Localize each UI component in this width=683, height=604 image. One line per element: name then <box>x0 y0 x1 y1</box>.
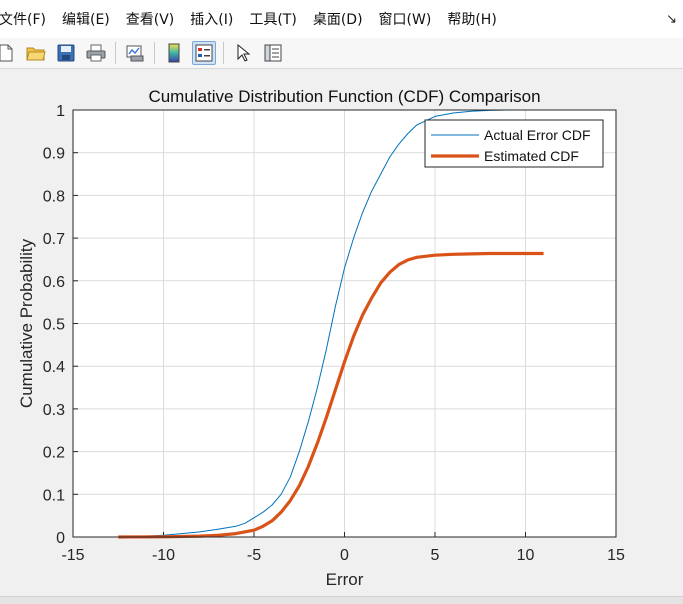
x-tick-label: 5 <box>431 547 440 564</box>
print-icon[interactable] <box>84 41 108 65</box>
cdf-chart: -15 -10 -5 0 5 10 15 0 0.1 0.2 0.3 0.4 0.5 0.6 0.7 0.8 0… <box>17 87 625 589</box>
menu-tools[interactable]: 工具(T) <box>249 12 297 28</box>
chart-title: Cumulative Distribution Function (CDF) C… <box>148 87 540 106</box>
series-line-estimated-cdf <box>118 251 544 539</box>
open-folder-icon[interactable] <box>24 41 48 65</box>
x-tick-label: 10 <box>517 547 535 564</box>
y-axis-label: Cumulative Probability <box>17 238 36 408</box>
y-tick-label: 0.8 <box>43 188 65 205</box>
new-file-icon[interactable] <box>0 41 18 65</box>
x-tick-label: -15 <box>61 547 84 564</box>
x-tick-label: -5 <box>247 547 261 564</box>
menu-window[interactable]: 窗口(W) <box>378 12 432 28</box>
legend-entry-label: Actual Error CDF <box>484 127 591 143</box>
property-inspector-icon[interactable] <box>261 41 285 65</box>
x-tick-label: 0 <box>340 547 349 564</box>
y-tick-label: 0 <box>56 530 65 547</box>
y-tick-label: 0.2 <box>43 445 65 462</box>
series-line-actual-error-cdf <box>118 109 508 538</box>
axes-box <box>72 109 617 538</box>
y-tick-label: 0.6 <box>43 274 65 291</box>
figure-toolbar <box>0 38 683 69</box>
link-plot-icon[interactable] <box>123 41 147 65</box>
save-icon[interactable] <box>54 41 78 65</box>
x-axis-label: Error <box>326 570 364 589</box>
menu-file[interactable]: 文件(F) <box>0 12 46 28</box>
dock-figure-arrow-icon[interactable]: ↘ <box>666 12 677 27</box>
y-tick-label: 0.4 <box>43 359 65 376</box>
menu-view[interactable]: 查看(V) <box>125 12 175 28</box>
menu-help[interactable]: 帮助(H) <box>447 12 497 28</box>
legend-box[interactable] <box>424 119 604 168</box>
colorbar-icon[interactable] <box>162 41 186 65</box>
edit-plot-arrow-icon[interactable] <box>231 41 255 65</box>
y-tick-label: 0.7 <box>43 231 65 248</box>
menu-insert[interactable]: 插入(I) <box>190 12 234 28</box>
y-tick-label: 0.9 <box>43 146 65 163</box>
x-tick-label: -10 <box>152 547 175 564</box>
menu-bar: 文件(F) 编辑(E) 查看(V) 插入(I) 工具(T) 桌面(D) 窗口(W… <box>0 0 683 38</box>
y-tick-label: 0.5 <box>43 317 65 334</box>
x-tick-label: 15 <box>607 547 625 564</box>
toolbar-separator <box>223 42 224 64</box>
y-tick-label: 1 <box>56 103 65 120</box>
menu-desktop[interactable]: 桌面(D) <box>312 12 363 28</box>
window-bottom-edge <box>0 596 683 604</box>
figure-canvas: -15 -10 -5 0 5 10 15 0 0.1 0.2 0.3 0.4 0.5 0.6 0.7 0.8 0… <box>0 70 683 596</box>
legend-icon[interactable] <box>192 41 216 65</box>
toolbar-separator <box>154 42 155 64</box>
y-tick-label: 0.3 <box>43 402 65 419</box>
menu-edit[interactable]: 编辑(E) <box>61 12 110 28</box>
legend-entry-label: Estimated CDF <box>484 148 579 164</box>
y-tick-label: 0.1 <box>43 487 65 504</box>
toolbar-separator <box>115 42 116 64</box>
